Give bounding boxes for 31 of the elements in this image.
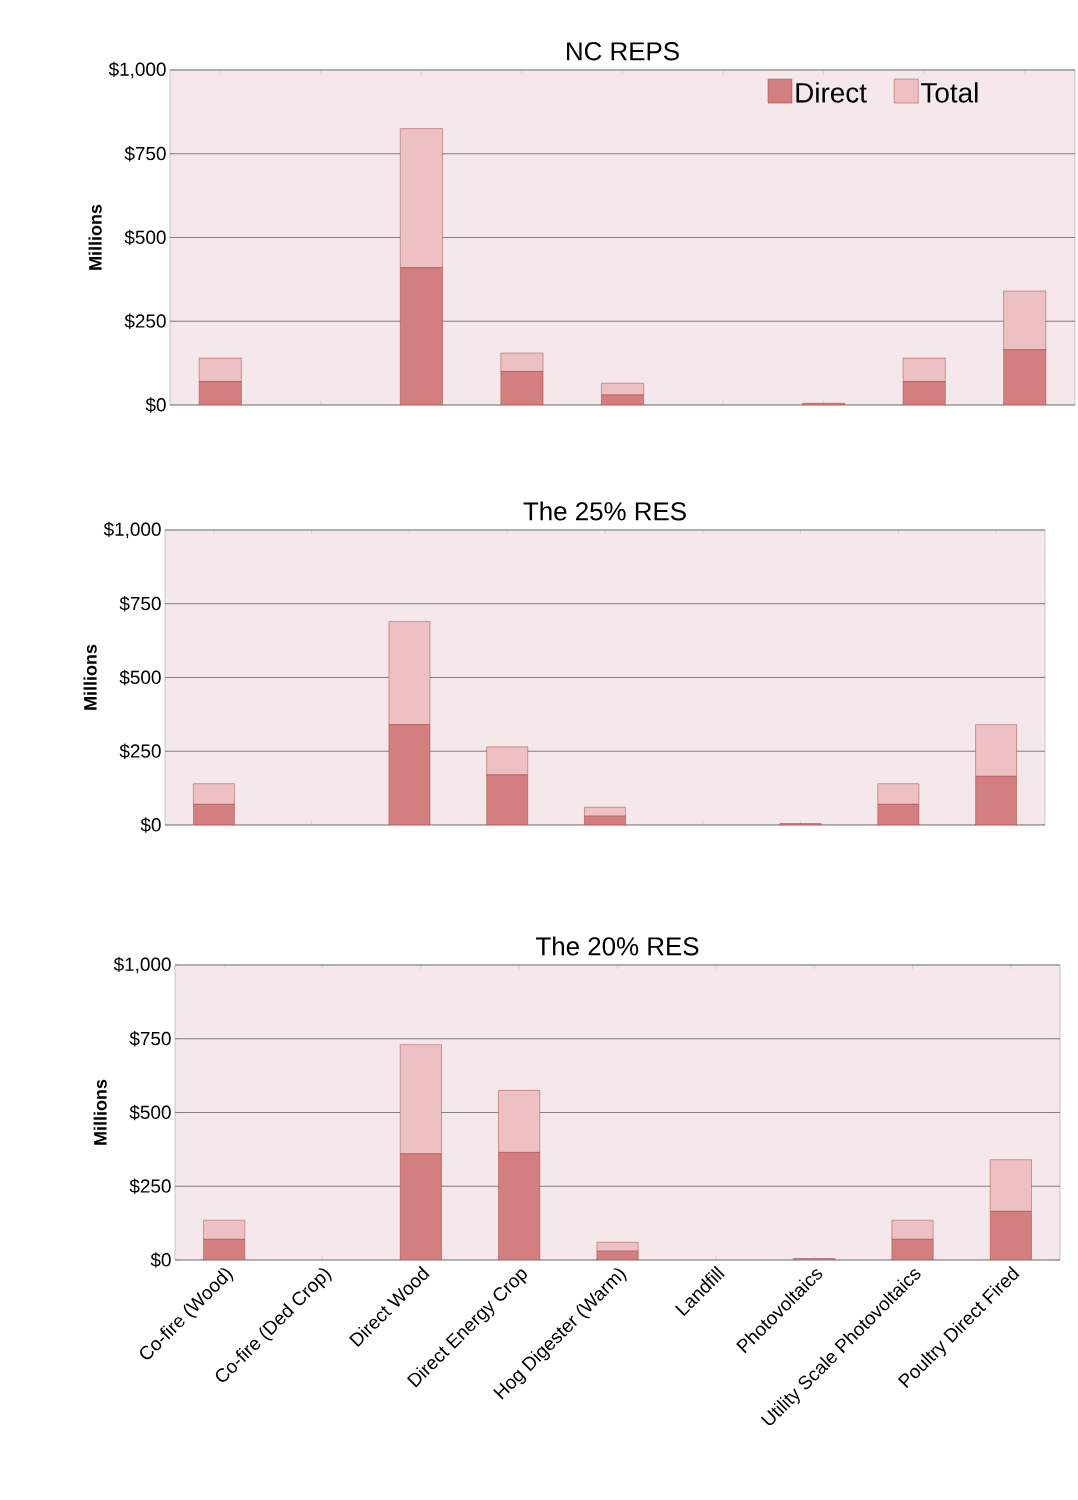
y-tick-label: $500 xyxy=(119,669,161,686)
chart-title: NC REPS xyxy=(567,42,679,61)
y-tick-label: $750 xyxy=(119,596,161,612)
bar xyxy=(500,352,544,372)
y-axis-title: Millions xyxy=(93,1079,107,1145)
y-axis-title: Millions xyxy=(83,644,97,710)
y-tick-label: $750 xyxy=(124,146,166,162)
bar xyxy=(500,371,544,405)
chart-title: The 25% RES xyxy=(523,501,686,521)
bar xyxy=(198,381,242,405)
y-tick-label: $500 xyxy=(129,1104,171,1121)
y-tick-label: $0 xyxy=(145,397,166,413)
bar xyxy=(601,383,644,396)
chart-title: The 20% RES xyxy=(536,936,699,956)
bar xyxy=(902,357,946,382)
y-tick-label: $1,000 xyxy=(108,61,166,79)
y-axis-title: Millions xyxy=(88,204,102,270)
legend-label: Total xyxy=(921,82,978,103)
bar xyxy=(400,267,443,405)
y-tick-label: $250 xyxy=(124,313,166,329)
y-tick-label: $0 xyxy=(150,1252,171,1268)
legend-label: Direct xyxy=(796,82,867,103)
bar xyxy=(902,381,946,405)
y-tick-label: $1,000 xyxy=(113,956,171,974)
y-tick-label: $250 xyxy=(129,1178,171,1194)
y-tick-label: $1,000 xyxy=(103,521,161,539)
y-tick-label: $0 xyxy=(140,817,161,833)
y-tick-label: $500 xyxy=(124,229,166,246)
y-tick-label: $250 xyxy=(119,743,161,759)
bar xyxy=(1003,349,1047,405)
y-tick-label: $750 xyxy=(129,1031,171,1047)
